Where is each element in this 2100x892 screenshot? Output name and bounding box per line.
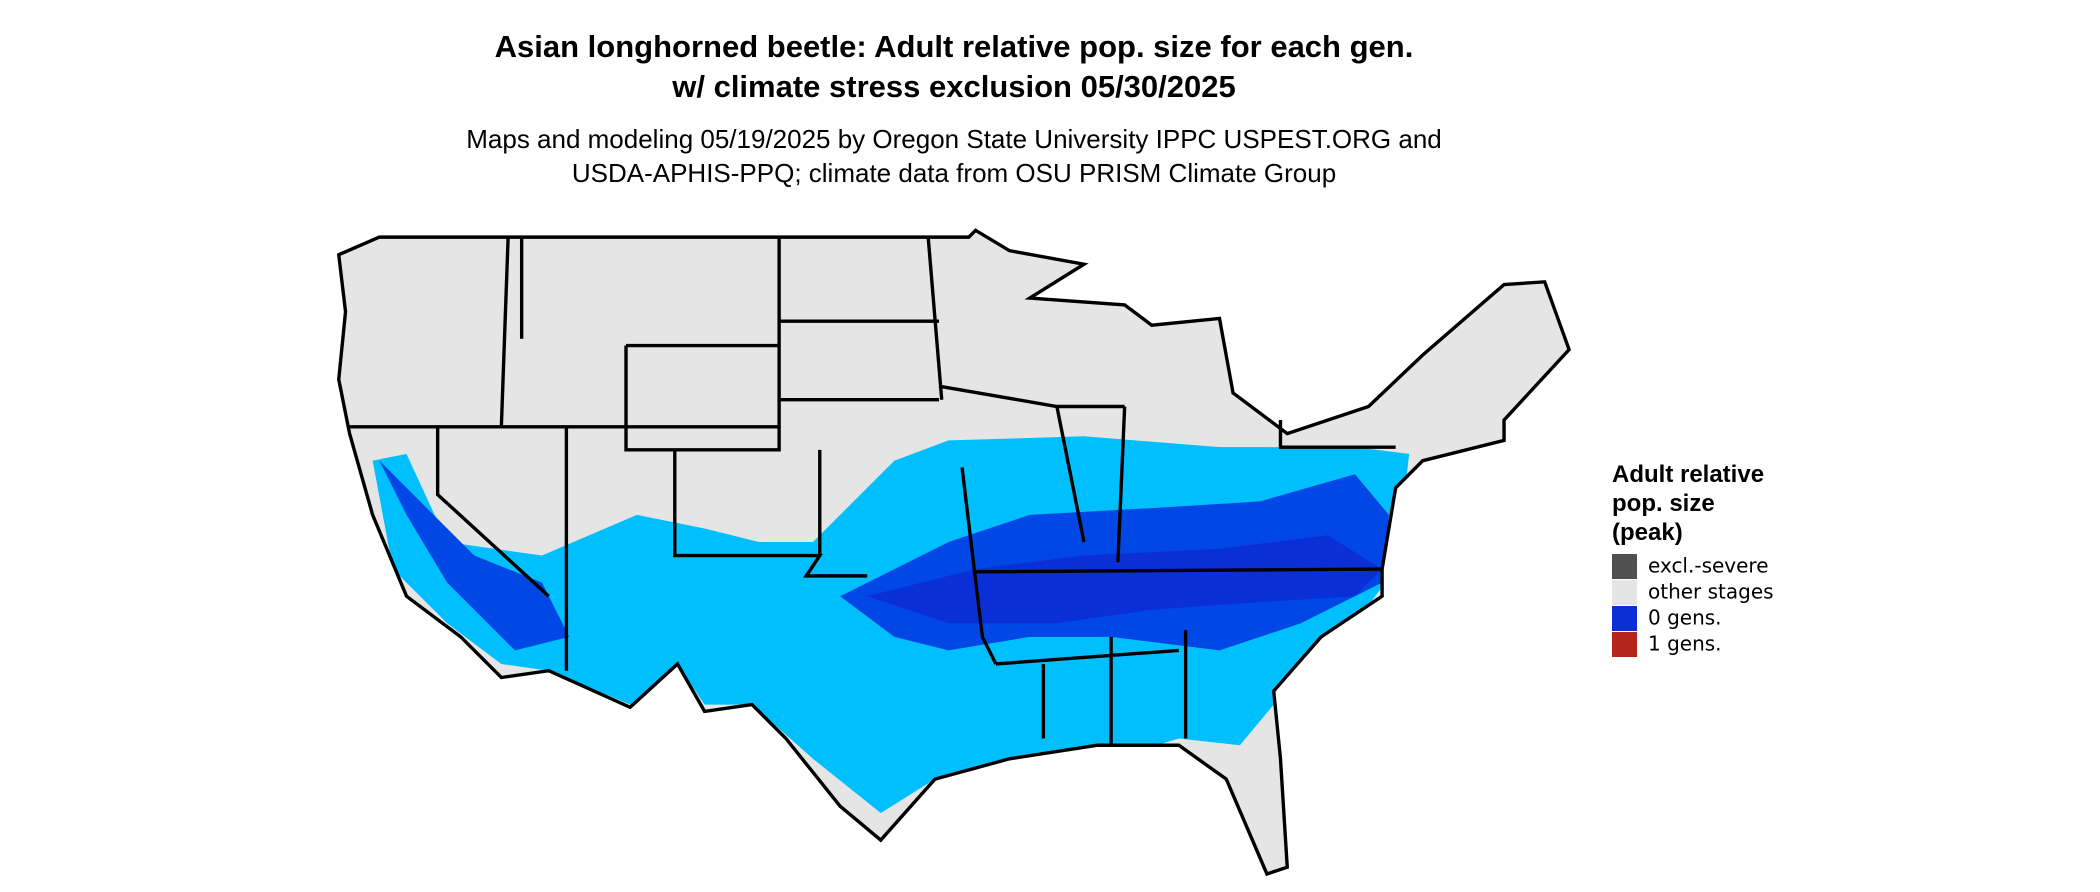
legend-swatch <box>1612 580 1637 605</box>
state-borders <box>337 228 1571 876</box>
legend-label: 1 gens. <box>1648 632 1722 656</box>
legend-title: Adult relative <box>1612 461 1764 488</box>
legend-label: excl.-severe <box>1648 554 1769 578</box>
legend-swatch <box>1612 554 1637 579</box>
title: Asian longhorned beetle: Adult relative … <box>495 29 1414 64</box>
legend-swatch <box>1612 606 1637 631</box>
subtitle: Maps and modeling 05/19/2025 by Oregon S… <box>466 124 1442 154</box>
legend-title: pop. size <box>1612 490 1715 517</box>
title: w/ climate stress exclusion 05/30/2025 <box>671 69 1236 104</box>
subtitle: USDA-APHIS-PPQ; climate data from OSU PR… <box>572 158 1336 188</box>
legend-label: other stages <box>1648 580 1774 604</box>
map <box>337 228 1571 876</box>
legend-swatch <box>1612 632 1637 657</box>
legend-title: (peak) <box>1612 519 1683 546</box>
legend-label: 0 gens. <box>1648 606 1722 630</box>
